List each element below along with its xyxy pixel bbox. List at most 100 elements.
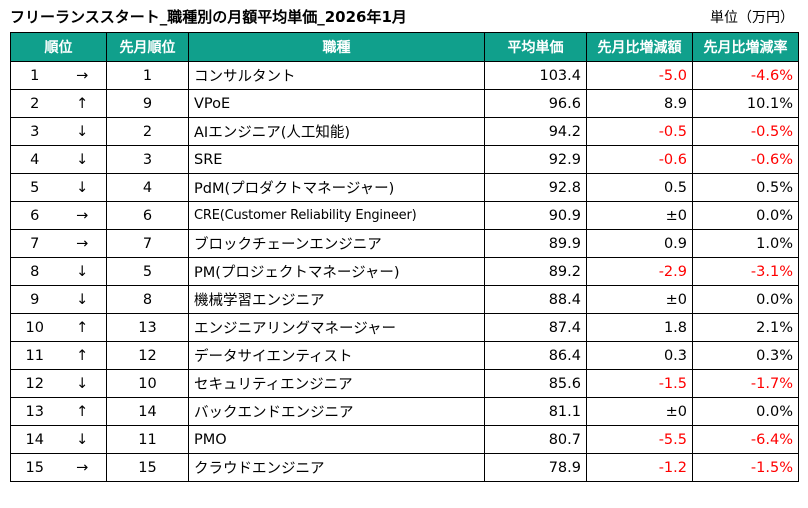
table-row: 3 ↓ 2 AIエンジニア(人工知能) 94.2 -0.5 -0.5% xyxy=(10,117,799,146)
avg-price-cell: 94.2 xyxy=(484,117,587,146)
prev-rank-cell: 11 xyxy=(106,425,189,454)
rank-change-arrow: ↑ xyxy=(58,397,107,426)
rank-cell: 1 xyxy=(10,61,59,90)
rank-change-arrow: → xyxy=(58,229,107,258)
rank-cell: 5 xyxy=(10,173,59,202)
rank-cell: 6 xyxy=(10,201,59,230)
table-row: 11 ↑ 12 データサイエンティスト 86.4 0.3 0.3% xyxy=(10,341,799,370)
rank-cell: 11 xyxy=(10,341,59,370)
header-diff-amount: 先月比増減額 xyxy=(586,32,693,62)
table-row: 10 ↑ 13 エンジニアリングマネージャー 87.4 1.8 2.1% xyxy=(10,313,799,342)
job-cell: PM(プロジェクトマネージャー) xyxy=(188,257,485,286)
job-cell: CRE(Customer Reliability Engineer) xyxy=(188,201,485,230)
job-cell: クラウドエンジニア xyxy=(188,453,485,482)
rank-change-arrow: → xyxy=(58,61,107,90)
rank-change-arrow: ↓ xyxy=(58,257,107,286)
rank-cell: 7 xyxy=(10,229,59,258)
diff-amount-cell: 1.8 xyxy=(586,313,693,342)
job-cell: ブロックチェーンエンジニア xyxy=(188,229,485,258)
unit-label: 単位（万円） xyxy=(710,10,794,26)
avg-price-cell: 87.4 xyxy=(484,313,587,342)
header-prev-rank: 先月順位 xyxy=(106,32,189,62)
job-cell: PdM(プロダクトマネージャー) xyxy=(188,173,485,202)
rank-cell: 15 xyxy=(10,453,59,482)
table-row: 12 ↓ 10 セキュリティエンジニア 85.6 -1.5 -1.7% xyxy=(10,369,799,398)
diff-rate-cell: 0.0% xyxy=(692,285,799,314)
diff-rate-cell: 1.0% xyxy=(692,229,799,258)
diff-amount-cell: -0.6 xyxy=(586,145,693,174)
rank-cell: 14 xyxy=(10,425,59,454)
prev-rank-cell: 2 xyxy=(106,117,189,146)
rank-cell: 3 xyxy=(10,117,59,146)
diff-amount-cell: -5.0 xyxy=(586,61,693,90)
rank-cell: 4 xyxy=(10,145,59,174)
diff-rate-cell: -6.4% xyxy=(692,425,799,454)
rank-cell: 12 xyxy=(10,369,59,398)
diff-rate-cell: 0.0% xyxy=(692,397,799,426)
table-row: 9 ↓ 8 機械学習エンジニア 88.4 ±0 0.0% xyxy=(10,285,799,314)
diff-rate-cell: 10.1% xyxy=(692,89,799,118)
avg-price-cell: 89.9 xyxy=(484,229,587,258)
job-cell: 機械学習エンジニア xyxy=(188,285,485,314)
rank-cell: 2 xyxy=(10,89,59,118)
rank-change-arrow: ↓ xyxy=(58,145,107,174)
diff-amount-cell: 8.9 xyxy=(586,89,693,118)
diff-rate-cell: 0.3% xyxy=(692,341,799,370)
rank-change-arrow: ↓ xyxy=(58,117,107,146)
table-row: 8 ↓ 5 PM(プロジェクトマネージャー) 89.2 -2.9 -3.1% xyxy=(10,257,799,286)
rank-cell: 10 xyxy=(10,313,59,342)
job-cell: データサイエンティスト xyxy=(188,341,485,370)
diff-amount-cell: -5.5 xyxy=(586,425,693,454)
avg-price-cell: 85.6 xyxy=(484,369,587,398)
rank-cell: 9 xyxy=(10,285,59,314)
diff-amount-cell: -1.2 xyxy=(586,453,693,482)
table-row: 7 → 7 ブロックチェーンエンジニア 89.9 0.9 1.0% xyxy=(10,229,799,258)
header-job: 職種 xyxy=(188,32,485,62)
prev-rank-cell: 6 xyxy=(106,201,189,230)
table-row: 2 ↑ 9 VPoE 96.6 8.9 10.1% xyxy=(10,89,799,118)
diff-rate-cell: -0.5% xyxy=(692,117,799,146)
diff-rate-cell: 0.5% xyxy=(692,173,799,202)
job-cell: PMO xyxy=(188,425,485,454)
rank-cell: 13 xyxy=(10,397,59,426)
avg-price-cell: 96.6 xyxy=(484,89,587,118)
job-cell: AIエンジニア(人工知能) xyxy=(188,117,485,146)
prev-rank-cell: 5 xyxy=(106,257,189,286)
job-cell: エンジニアリングマネージャー xyxy=(188,313,485,342)
diff-amount-cell: 0.9 xyxy=(586,229,693,258)
prev-rank-cell: 8 xyxy=(106,285,189,314)
prev-rank-cell: 12 xyxy=(106,341,189,370)
diff-amount-cell: ±0 xyxy=(586,397,693,426)
header-avg-price: 平均単価 xyxy=(484,32,587,62)
rank-change-arrow: → xyxy=(58,201,107,230)
avg-price-cell: 92.8 xyxy=(484,173,587,202)
diff-rate-cell: -3.1% xyxy=(692,257,799,286)
header-diff-rate: 先月比増減率 xyxy=(692,32,799,62)
prev-rank-cell: 9 xyxy=(106,89,189,118)
table-row: 5 ↓ 4 PdM(プロダクトマネージャー) 92.8 0.5 0.5% xyxy=(10,173,799,202)
avg-price-cell: 92.9 xyxy=(484,145,587,174)
avg-price-cell: 103.4 xyxy=(484,61,587,90)
diff-amount-cell: ±0 xyxy=(586,285,693,314)
diff-rate-cell: -4.6% xyxy=(692,61,799,90)
job-cell: バックエンドエンジニア xyxy=(188,397,485,426)
diff-rate-cell: 2.1% xyxy=(692,313,799,342)
avg-price-cell: 88.4 xyxy=(484,285,587,314)
diff-rate-cell: -0.6% xyxy=(692,145,799,174)
rank-change-arrow: ↑ xyxy=(58,341,107,370)
avg-price-cell: 86.4 xyxy=(484,341,587,370)
prev-rank-cell: 13 xyxy=(106,313,189,342)
avg-price-cell: 81.1 xyxy=(484,397,587,426)
rank-change-arrow: ↓ xyxy=(58,369,107,398)
rank-change-arrow: → xyxy=(58,453,107,482)
table-header-row: 順位 先月順位 職種 平均単価 先月比増減額 先月比増減率 xyxy=(10,32,799,62)
diff-amount-cell: ±0 xyxy=(586,201,693,230)
salary-ranking-table: 順位 先月順位 職種 平均単価 先月比増減額 先月比増減率 1 → 1 コンサルタント… xyxy=(10,32,799,482)
table-body: 1 → 1 コンサルタント 103.4 -5.0 -4.6% 2 ↑ 9 VPoE 96.6 8.9 10… xyxy=(10,61,799,482)
table-row: 4 ↓ 3 SRE 92.9 -0.6 -0.6% xyxy=(10,145,799,174)
diff-amount-cell: 0.3 xyxy=(586,341,693,370)
table-row: 14 ↓ 11 PMO 80.7 -5.5 -6.4% xyxy=(10,425,799,454)
diff-amount-cell: 0.5 xyxy=(586,173,693,202)
job-cell: セキュリティエンジニア xyxy=(188,369,485,398)
rank-change-arrow: ↓ xyxy=(58,173,107,202)
